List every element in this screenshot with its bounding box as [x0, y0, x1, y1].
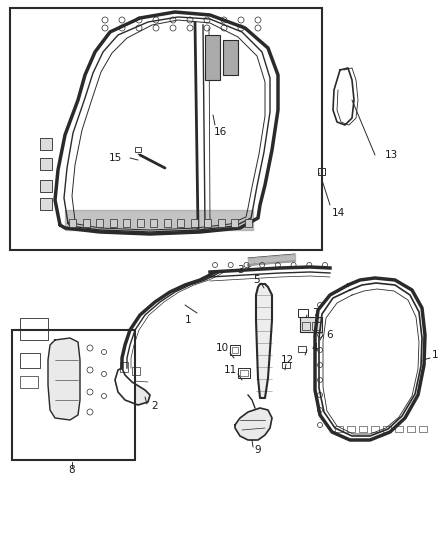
Bar [223, 40, 238, 75]
Bar [302, 322, 310, 330]
Polygon shape [256, 284, 272, 398]
Bar [298, 346, 306, 352]
Bar [282, 362, 290, 368]
Bar [12, 330, 135, 460]
Text: 17: 17 [432, 350, 438, 360]
Text: 1: 1 [185, 315, 191, 325]
Bar [231, 219, 238, 227]
Bar [395, 426, 403, 432]
Bar [419, 426, 427, 432]
Text: 11: 11 [223, 365, 237, 375]
Bar [40, 138, 52, 150]
Text: 14: 14 [332, 208, 345, 218]
Bar [335, 426, 343, 432]
Bar [371, 426, 379, 432]
Bar [82, 219, 89, 227]
Bar [137, 219, 144, 227]
Bar [232, 347, 238, 353]
Bar [347, 426, 355, 432]
Bar [318, 168, 325, 175]
Bar [205, 35, 220, 80]
Text: 2: 2 [152, 401, 158, 411]
Bar [230, 345, 240, 355]
Bar [218, 219, 225, 227]
Text: 12: 12 [280, 355, 293, 365]
Bar [96, 219, 103, 227]
Text: 5: 5 [253, 275, 259, 285]
Bar [20, 376, 38, 388]
Bar [20, 353, 40, 368]
Bar [40, 198, 52, 210]
Bar [238, 368, 250, 378]
Polygon shape [48, 338, 80, 420]
Bar [123, 219, 130, 227]
Text: 6: 6 [327, 330, 333, 340]
Bar [383, 426, 391, 432]
Bar [40, 180, 52, 192]
Bar [191, 219, 198, 227]
Bar [300, 317, 322, 332]
Text: 10: 10 [215, 343, 229, 353]
Bar [69, 219, 76, 227]
Bar [245, 219, 252, 227]
Text: 13: 13 [385, 150, 398, 160]
Polygon shape [235, 408, 272, 440]
Text: 15: 15 [109, 153, 122, 163]
Bar [120, 362, 128, 372]
Polygon shape [115, 368, 150, 405]
Bar [240, 370, 248, 376]
Text: 8: 8 [69, 465, 75, 475]
Bar [20, 318, 48, 340]
Text: 7: 7 [312, 308, 318, 318]
Bar [150, 219, 157, 227]
Bar [177, 219, 184, 227]
Bar [110, 219, 117, 227]
Bar [132, 367, 140, 375]
Bar [298, 309, 308, 317]
Text: 3: 3 [237, 265, 244, 275]
Bar [135, 147, 141, 152]
Bar [164, 219, 171, 227]
Text: 4: 4 [312, 343, 318, 353]
Bar [10, 8, 322, 250]
Text: 9: 9 [254, 445, 261, 455]
Bar [407, 426, 415, 432]
Bar [40, 158, 52, 170]
Bar [205, 219, 212, 227]
Text: 16: 16 [213, 127, 226, 137]
Bar [312, 322, 320, 330]
Bar [359, 426, 367, 432]
